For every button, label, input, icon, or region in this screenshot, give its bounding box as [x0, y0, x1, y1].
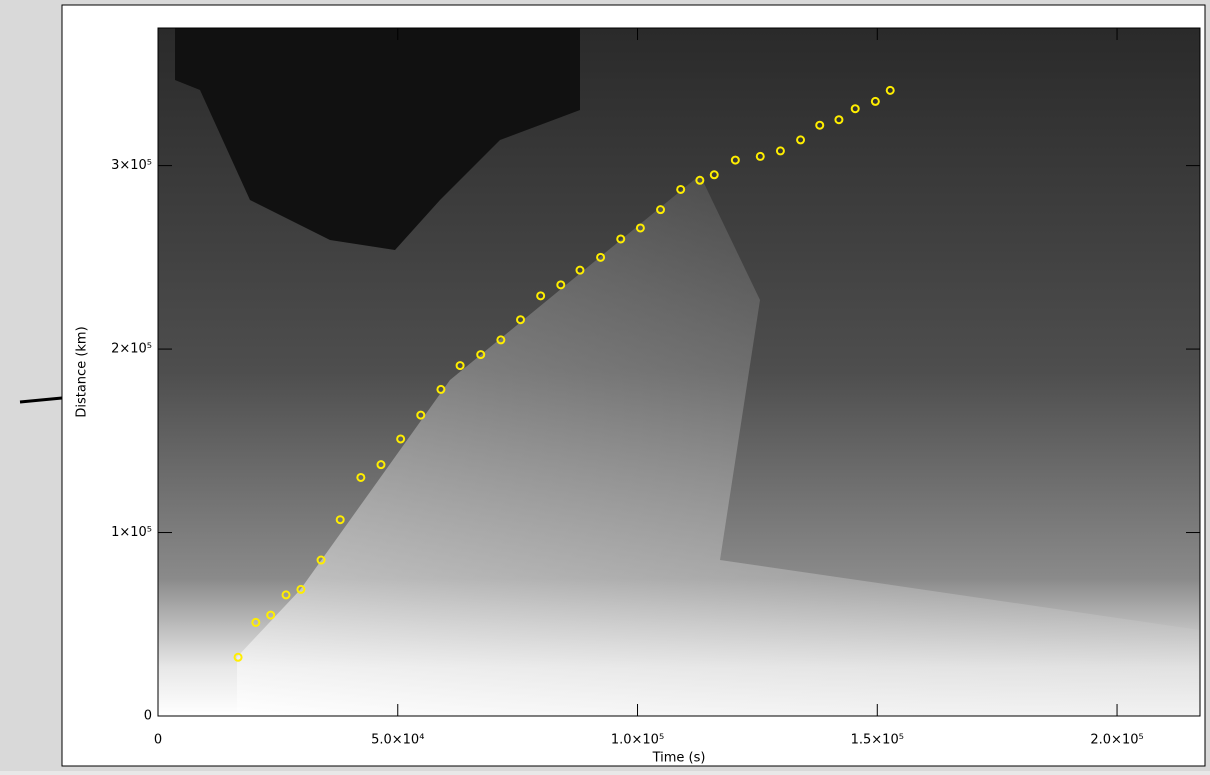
data-point	[709, 170, 719, 180]
data-point	[695, 175, 705, 185]
data-point	[870, 96, 880, 106]
data-point	[575, 265, 585, 275]
data-point	[233, 652, 243, 662]
data-point	[885, 85, 895, 95]
y-tick-label: 2×10⁵	[111, 342, 152, 357]
data-point	[396, 434, 406, 444]
data-point	[516, 315, 526, 325]
data-point	[850, 104, 860, 114]
data-point	[755, 151, 765, 161]
x-tick-label: 5.0×10⁴	[371, 733, 424, 748]
y-tick-label: 0	[144, 709, 152, 724]
data-point	[775, 146, 785, 156]
data-point	[455, 361, 465, 371]
data-point	[376, 460, 386, 470]
plot-border	[157, 27, 1201, 717]
x-tick-label: 1.5×10⁵	[851, 733, 904, 748]
data-point	[596, 252, 606, 262]
data-point	[296, 584, 306, 594]
dark-region	[175, 28, 580, 250]
data-point	[496, 335, 506, 345]
data-point	[676, 184, 686, 194]
x-axis-title: Time (s)	[652, 751, 706, 766]
x-tick-label: 2.0×10⁵	[1090, 733, 1143, 748]
y-tick-label: 1×10⁵	[111, 525, 152, 540]
data-point	[796, 135, 806, 145]
data-point	[316, 555, 326, 565]
data-point	[834, 115, 844, 125]
data-point	[616, 234, 626, 244]
data-point	[356, 472, 366, 482]
data-point	[281, 590, 291, 600]
y-tick-label: 3×10⁵	[111, 158, 152, 173]
data-point	[335, 515, 345, 525]
data-point	[416, 410, 426, 420]
bright-region	[237, 175, 1200, 716]
data-point	[635, 223, 645, 233]
decoration-line	[19, 396, 63, 404]
data-point	[266, 610, 276, 620]
y-axis-title: Distance (km)	[75, 326, 90, 417]
data-point	[815, 120, 825, 130]
data-point	[556, 280, 566, 290]
data-point	[436, 384, 446, 394]
data-point	[251, 617, 261, 627]
data-point	[656, 205, 666, 215]
data-point	[536, 291, 546, 301]
x-tick-label: 1.0×10⁵	[611, 733, 664, 748]
x-tick-label: 0	[154, 733, 162, 748]
data-point	[730, 155, 740, 165]
data-point	[476, 350, 486, 360]
